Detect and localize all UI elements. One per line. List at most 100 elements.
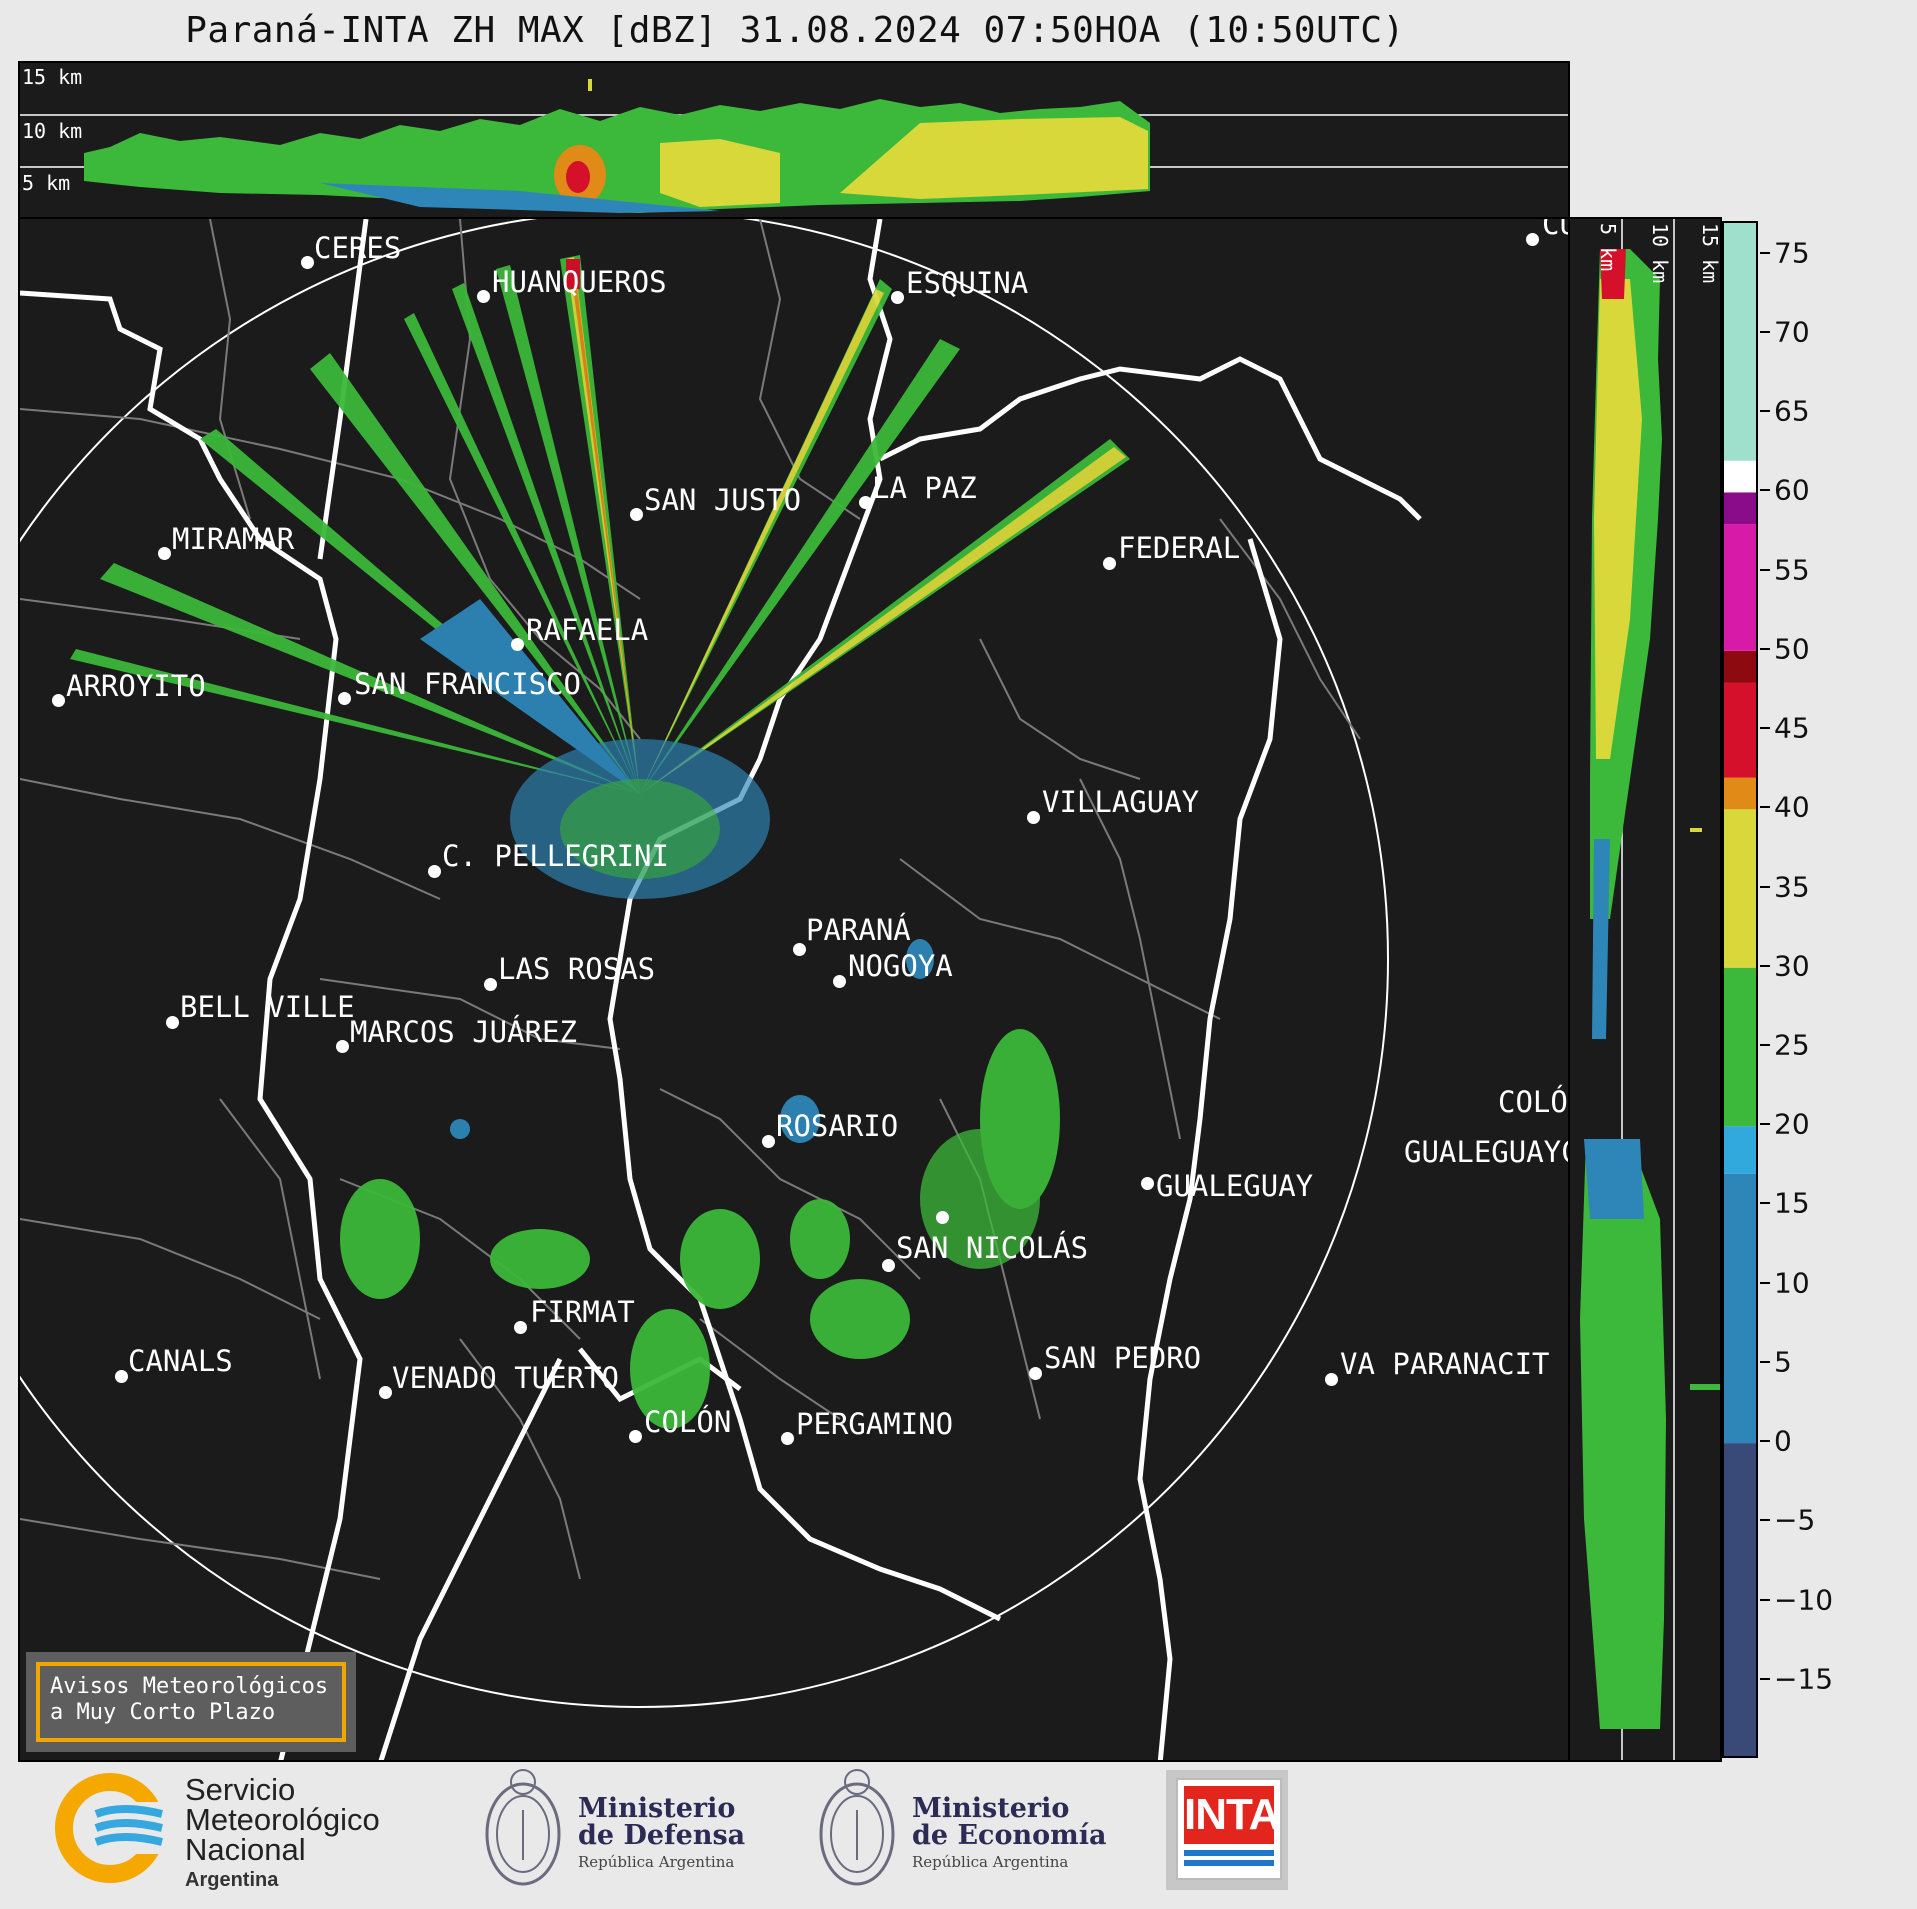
colorbar-tick <box>1760 1043 1770 1046</box>
city-label-marcos-juarez: MARCOS JUÁREZ <box>350 1015 577 1049</box>
colorbar-tick-label: 25 <box>1774 1028 1810 1062</box>
city-label-firmat: FIRMAT <box>530 1295 635 1329</box>
colorbar-tick <box>1760 647 1770 650</box>
city-dot-san-francisco <box>338 692 351 705</box>
defensa-seal-icon <box>478 1760 568 1900</box>
city-dot-colon <box>629 1430 642 1443</box>
city-dot-firmat <box>514 1321 527 1334</box>
colorbar-tick-label: −15 <box>1774 1662 1834 1696</box>
colorbar-tick-label: 70 <box>1774 315 1810 349</box>
smn-line1: Servicio <box>185 1772 296 1807</box>
colorbar-tick-label: 45 <box>1774 711 1810 745</box>
avisos-box[interactable]: Avisos Meteorológicos a Muy Corto Plazo <box>26 1652 356 1752</box>
colorbar-tick <box>1760 410 1770 413</box>
colorbar-tick <box>1760 806 1770 809</box>
city-dot-la-paz <box>859 496 872 509</box>
colorbar-tick-label: 65 <box>1774 394 1810 428</box>
colorbar <box>1722 221 1758 1758</box>
colorbar-tick-label: 5 <box>1774 1345 1792 1379</box>
colorbar-tick-label: −5 <box>1774 1503 1816 1537</box>
inta-stripe-1 <box>1184 1850 1274 1856</box>
city-dot-ceres <box>301 256 314 269</box>
city-label-rosario: ROSARIO <box>776 1109 899 1143</box>
colorbar-band-11 <box>1724 223 1756 461</box>
city-dot-miramar <box>158 547 171 560</box>
colorbar-tick <box>1760 1202 1770 1205</box>
city-label-colo: COLÓ <box>1498 1085 1568 1119</box>
colorbar-gradient <box>1724 223 1756 1756</box>
colorbar-tick <box>1760 885 1770 888</box>
city-label-bell-ville: BELL VILLE <box>180 990 355 1024</box>
colorbar-tick <box>1760 568 1770 571</box>
city-dot-san-justo <box>630 508 643 521</box>
colorbar-tick <box>1760 1281 1770 1284</box>
colorbar-tick-label: 75 <box>1774 236 1810 270</box>
range-ring <box>20 219 1389 1708</box>
colorbar-tick <box>1760 330 1770 333</box>
smn-line2: Meteorológico <box>185 1802 380 1837</box>
city-dot-venado-tuerto <box>379 1386 392 1399</box>
city-label-arroyito: ARROYITO <box>66 669 206 703</box>
colorbar-tick <box>1760 1123 1770 1126</box>
smn-line3: Nacional <box>185 1832 306 1867</box>
city-label-san-nicolas: SAN NICOLÁS <box>896 1231 1089 1265</box>
inta-logo: INTA <box>1166 1770 1288 1890</box>
colorbar-tick <box>1760 1440 1770 1443</box>
colorbar-tick-label: 40 <box>1774 790 1810 824</box>
smn-logo-text: Servicio Meteorológico Nacional Argentin… <box>185 1772 380 1895</box>
city-label-nogoya: NOGOYA <box>848 949 953 983</box>
city-dot-villa-paranacito <box>1325 1373 1338 1386</box>
city-dot-parana <box>793 943 806 956</box>
colorbar-tick <box>1760 1677 1770 1680</box>
city-label-venado-tuerto: VENADO TUERTO <box>392 1361 619 1395</box>
defensa-text: Ministerio de Defensa República Argentin… <box>578 1795 745 1876</box>
colorbar-tick-label: 30 <box>1774 949 1810 983</box>
city-dot-rafaela <box>511 638 524 651</box>
side-alt-label-15km: 15 km <box>1698 223 1722 284</box>
colorbar-tick <box>1760 1519 1770 1522</box>
city-dot-nogoya <box>833 975 846 988</box>
city-label-parana: PARANÁ <box>806 913 911 947</box>
avisos-line2: a Muy Corto Plazo <box>50 1700 276 1725</box>
colorbar-band-4 <box>1724 809 1756 968</box>
city-dot-gualeguaychu <box>1141 1177 1154 1190</box>
city-label-huanqueros: HUANQUEROS <box>492 265 667 299</box>
radar-echoes <box>70 255 1130 1429</box>
city-label-san-pedro: SAN PEDRO <box>1044 1341 1202 1375</box>
page-title: Paraná-INTA ZH MAX [dBZ] 31.08.2024 07:5… <box>185 10 1405 51</box>
top-alt-label-15km: 15 km <box>22 65 83 89</box>
colorbar-tick-label: 0 <box>1774 1424 1792 1458</box>
city-dot-pergamino <box>781 1432 794 1445</box>
colorbar-band-10 <box>1724 460 1756 493</box>
side-cross-section-panel: 5 km 10 km 15 km <box>1568 217 1722 1762</box>
city-label-c-pellegrini: C. PELLEGRINI <box>442 839 669 873</box>
city-dot-esquina <box>891 291 904 304</box>
colorbar-tick-label: 60 <box>1774 473 1810 507</box>
colorbar-tick <box>1760 1598 1770 1601</box>
city-dot-san-pedro <box>1029 1367 1042 1380</box>
economia-seal-icon <box>812 1760 902 1900</box>
colorbar-tick-label: 10 <box>1774 1266 1810 1300</box>
colorbar-tick-label: 50 <box>1774 632 1810 666</box>
colorbar-tick <box>1760 489 1770 492</box>
colorbar-tick-label: 15 <box>1774 1186 1810 1220</box>
smn-logo-icon <box>52 1772 172 1888</box>
avisos-frame[interactable]: Avisos Meteorológicos a Muy Corto Plazo <box>36 1662 346 1742</box>
defensa-line3: República Argentina <box>578 1853 735 1871</box>
top-cross-section-panel: 15 km 10 km 5 km <box>18 61 1570 219</box>
city-dot-las-rosas <box>484 978 497 991</box>
side-alt-label-5km: 5 km <box>1596 223 1620 272</box>
city-dot-rosario <box>762 1135 775 1148</box>
economia-text: Ministerio de Economía República Argenti… <box>912 1795 1106 1876</box>
colorbar-tick-label: 55 <box>1774 553 1810 587</box>
city-label-canals: CANALS <box>128 1344 233 1378</box>
side-cross-section-plot <box>1580 219 1720 1760</box>
defensa-line1: Ministerio <box>578 1793 736 1824</box>
colorbar-band-3 <box>1724 967 1756 1127</box>
city-label-federal: FEDERAL <box>1118 531 1241 565</box>
inta-stripe-2 <box>1184 1860 1274 1866</box>
city-dot-arroyito <box>52 694 65 707</box>
city-dot-villaguay <box>1027 811 1040 824</box>
city-label-san-francisco: SAN FRANCISCO <box>354 667 581 701</box>
city-label-villa-paranacito: VA PARANACIT <box>1340 1347 1550 1381</box>
